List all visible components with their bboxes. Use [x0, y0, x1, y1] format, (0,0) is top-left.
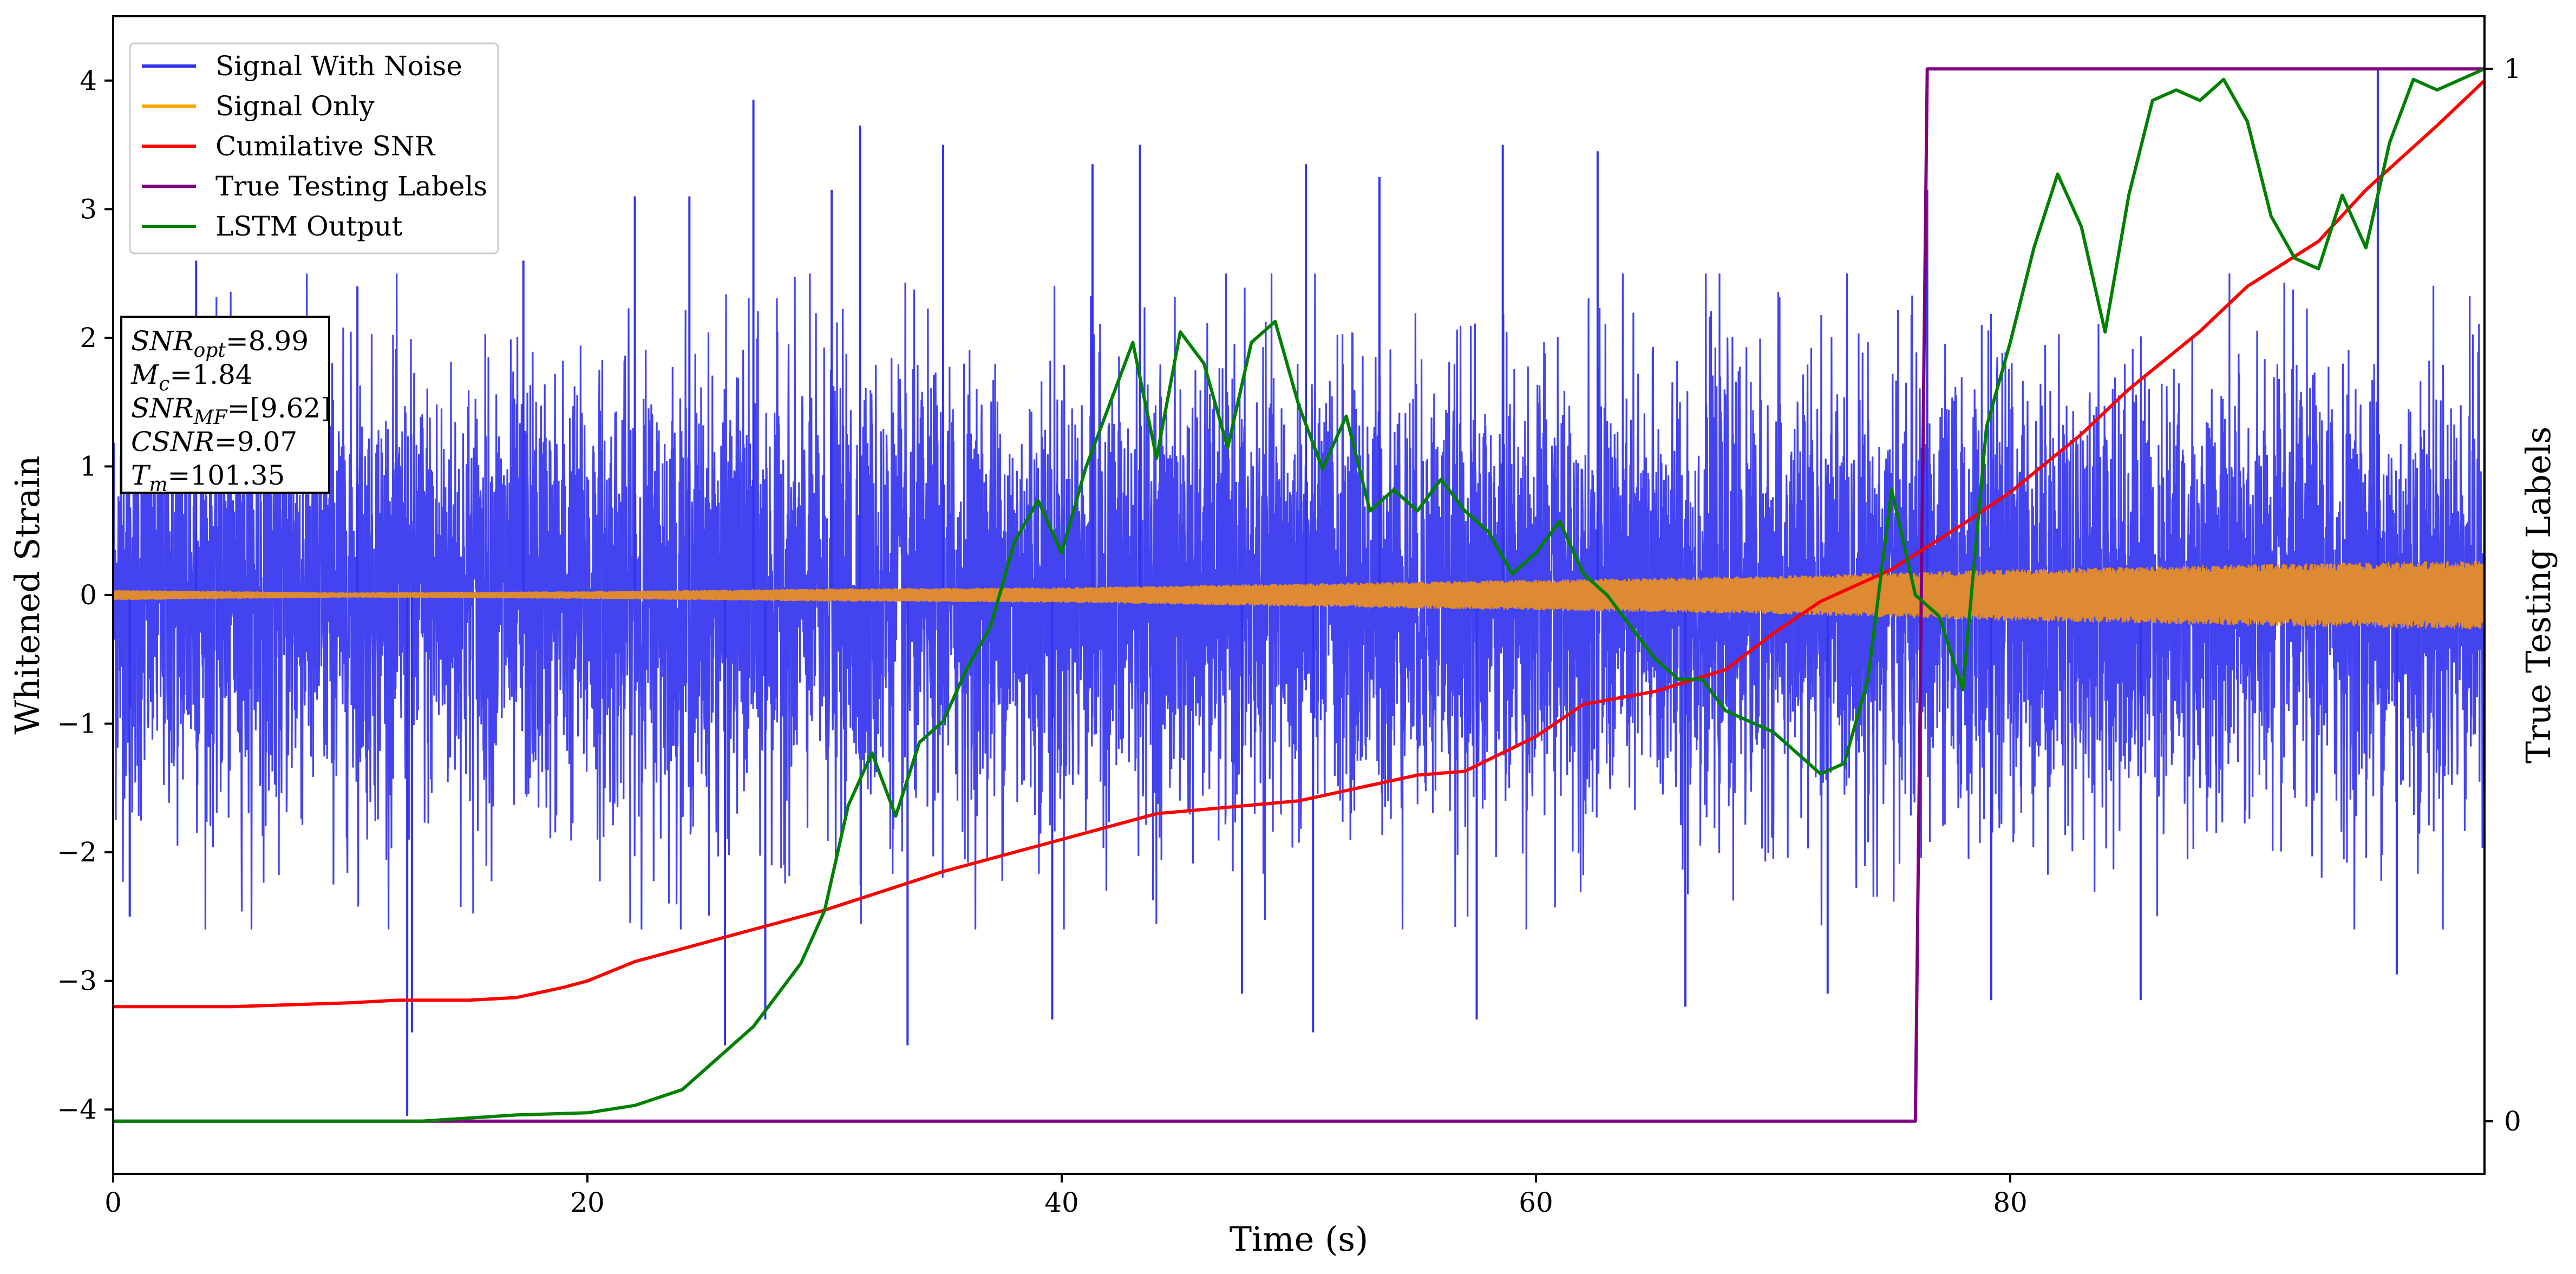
true-testing-labels-line	[113, 67, 2485, 1123]
y-tick-label: 3	[80, 193, 97, 225]
legend: Signal With Noise Signal Only Cumilative S…	[129, 42, 499, 254]
lstm-output-line	[113, 67, 2485, 1123]
legend-box	[129, 42, 499, 254]
annotation-line: CSNR=9.07	[131, 426, 297, 458]
series-cumilative-snr	[113, 79, 2485, 1009]
y-tick-label: −3	[57, 965, 97, 997]
y-tick-label: 2	[80, 322, 97, 354]
y-tick-label: −1	[57, 708, 97, 740]
legend-label: Signal With Noise	[215, 50, 462, 82]
x-tick-label: 40	[1044, 1187, 1079, 1218]
y-axis-right: 01	[2485, 53, 2521, 1137]
stats-annotation-box: SNRopt=8.99Mc=1.84SNRMF=[9.62]CSNR=9.07T…	[120, 316, 331, 496]
series-signal-only	[113, 560, 2485, 630]
series-lstm-output	[113, 67, 2485, 1123]
annotation-line: Tm=101.35	[131, 460, 285, 496]
y2-tick-label: 0	[2504, 1106, 2521, 1137]
y-axis-left: −4 −3 −2 −1 0 1 2 3 4	[57, 65, 113, 1125]
y2-tick-label: 1	[2504, 53, 2521, 84]
y2-axis-label: True Testing Labels	[2519, 427, 2558, 764]
y-tick-label: 4	[80, 65, 97, 96]
x-tick-label: 80	[1993, 1187, 2028, 1218]
noise-trace	[113, 273, 2485, 930]
plot-area	[113, 67, 2485, 1123]
legend-label: Signal Only	[215, 90, 375, 122]
annotation-line: SNRopt=8.99	[131, 325, 309, 362]
x-tick-label: 20	[570, 1187, 605, 1218]
y-tick-label: 1	[80, 450, 97, 482]
series-true-testing-labels	[113, 67, 2485, 1123]
x-axis-label: Time (s)	[1230, 1219, 1369, 1259]
cumilative-snr-line	[113, 79, 2485, 1009]
legend-label: True Testing Labels	[215, 171, 487, 202]
y-tick-label: 0	[80, 579, 97, 611]
signal-only-trace	[113, 560, 2485, 630]
x-tick-label: 60	[1519, 1187, 1553, 1218]
legend-label: LSTM Output	[215, 211, 402, 242]
y-tick-label: −2	[57, 837, 97, 868]
legend-label: Cumilative SNR	[215, 130, 435, 162]
annotation-line: SNRMF=[9.62]	[131, 393, 331, 429]
annotation-frame	[120, 316, 330, 494]
y-axis-label: Whitened Strain	[8, 456, 47, 735]
x-axis: 0 20 40 60 80	[104, 1174, 2028, 1218]
annotation-line: Mc=1.84	[130, 359, 253, 395]
x-tick-label: 0	[104, 1187, 122, 1218]
y-tick-label: −4	[57, 1094, 97, 1125]
